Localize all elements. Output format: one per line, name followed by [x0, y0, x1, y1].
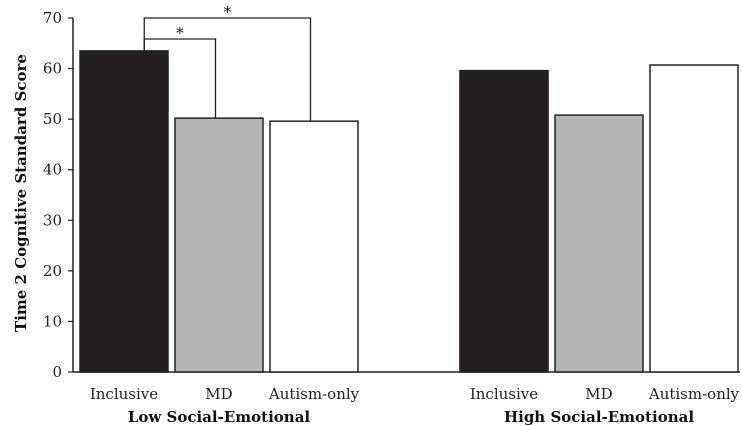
y-tick-label: 60 — [43, 60, 62, 78]
significance-star: * — [224, 3, 232, 21]
significance-bracket — [143, 17, 312, 122]
bar — [269, 120, 359, 373]
y-tick-label: 70 — [43, 9, 62, 27]
bars — [79, 50, 739, 373]
category-label: Autism-only — [648, 385, 740, 403]
significance-star: * — [176, 24, 184, 42]
bar — [174, 117, 264, 373]
bar — [459, 69, 549, 373]
y-tick-label: 20 — [43, 262, 62, 280]
group-label: Low Social-Emotional — [128, 408, 311, 426]
y-axis-ticks: 0 10 20 30 40 50 60 70 — [43, 9, 73, 381]
category-label: Autism-only — [268, 385, 360, 403]
y-tick-label: 0 — [52, 363, 62, 381]
category-label: MD — [585, 385, 612, 403]
bar — [79, 50, 169, 373]
y-tick-label: 40 — [43, 161, 62, 179]
y-axis-title: Time 2 Cognitive Standard Score — [12, 54, 30, 332]
category-label: MD — [205, 385, 232, 403]
category-label: Inclusive — [90, 385, 158, 403]
group-label: High Social-Emotional — [504, 408, 694, 426]
y-tick-label: 10 — [43, 312, 62, 330]
bar — [554, 114, 644, 373]
group-labels: Low Social-Emotional High Social-Emotiona… — [128, 408, 694, 426]
significance-brackets: ** — [143, 3, 312, 122]
bar — [649, 64, 739, 373]
category-labels: Inclusive MD Autism-only Inclusive MD Autism-… — [90, 385, 740, 403]
y-tick-label: 30 — [43, 211, 62, 229]
category-label: Inclusive — [470, 385, 538, 403]
y-tick-label: 50 — [43, 110, 62, 128]
